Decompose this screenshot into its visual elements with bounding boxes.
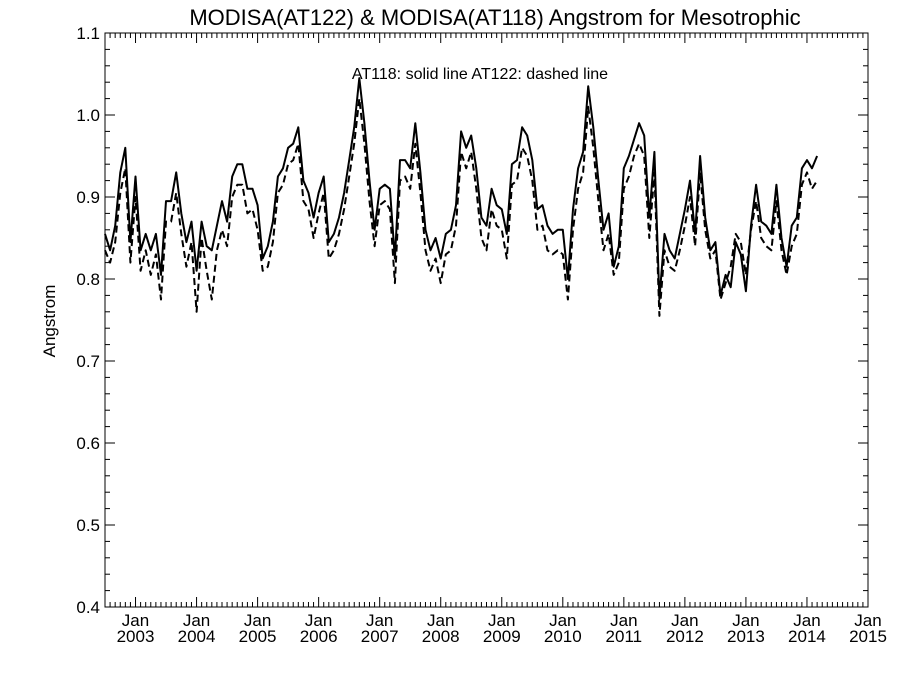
y-tick-label: 0.7 xyxy=(76,352,100,371)
y-tick-label: 0.5 xyxy=(76,516,100,535)
x-tick-year-label: 2009 xyxy=(483,627,521,646)
chart-title: MODISA(AT122) & MODISA(AT118) Angstrom f… xyxy=(189,5,800,30)
series-line-at118 xyxy=(104,77,819,301)
y-tick-label: 0.4 xyxy=(76,598,100,617)
x-tick-month-label: Jan xyxy=(183,611,210,630)
y-tick-label: 1.1 xyxy=(76,24,100,43)
x-tick-year-label: 2011 xyxy=(606,627,643,646)
x-tick-month-label: Jan xyxy=(793,611,820,630)
x-axis-ticks: Jan2003Jan2004Jan2005Jan2006Jan2007Jan20… xyxy=(104,33,887,646)
y-axis-label: Angstrom xyxy=(40,285,59,358)
plot-frame xyxy=(104,32,869,608)
x-tick-year-label: 2010 xyxy=(544,627,582,646)
x-tick-year-label: 2012 xyxy=(666,627,704,646)
y-tick-label: 0.6 xyxy=(76,434,100,453)
x-tick-month-label: Jan xyxy=(244,611,271,630)
x-tick-year-label: 2013 xyxy=(727,627,765,646)
x-tick-month-label: Jan xyxy=(488,611,515,630)
y-axis-ticks: 0.4 0.5 0.6 0.7 0.8 0.9 1.0 1.1 xyxy=(76,24,868,617)
x-tick-month-label: Jan xyxy=(671,611,698,630)
x-tick-year-label: 2014 xyxy=(788,627,826,646)
x-tick-year-label: 2003 xyxy=(117,627,155,646)
series-annotation: AT118: solid line AT122: dashed line xyxy=(352,66,608,83)
y-tick-label: 0.9 xyxy=(76,188,100,207)
x-tick-year-label: 2007 xyxy=(361,627,399,646)
x-tick-month-label: Jan xyxy=(305,611,332,630)
y-tick-label: 1.0 xyxy=(76,106,100,125)
x-tick-month-label: Jan xyxy=(549,611,576,630)
x-tick-month-label: Jan xyxy=(427,611,454,630)
x-tick-month-label: Jan xyxy=(732,611,759,630)
x-tick-year-label: 2008 xyxy=(422,627,460,646)
x-tick-year-label: 2005 xyxy=(239,627,277,646)
x-tick-month-label: Jan xyxy=(366,611,393,630)
x-tick-month-label: Jan xyxy=(854,611,881,630)
x-tick-month-label: Jan xyxy=(610,611,637,630)
series-line-at122 xyxy=(104,97,818,317)
series-lines xyxy=(104,77,819,317)
y-tick-label: 0.8 xyxy=(76,270,100,289)
x-tick-year-label: 2006 xyxy=(300,627,338,646)
x-tick-year-label: 2004 xyxy=(178,627,216,646)
x-tick-month-label: Jan xyxy=(122,611,149,630)
x-tick-year-label: 2015 xyxy=(849,627,887,646)
